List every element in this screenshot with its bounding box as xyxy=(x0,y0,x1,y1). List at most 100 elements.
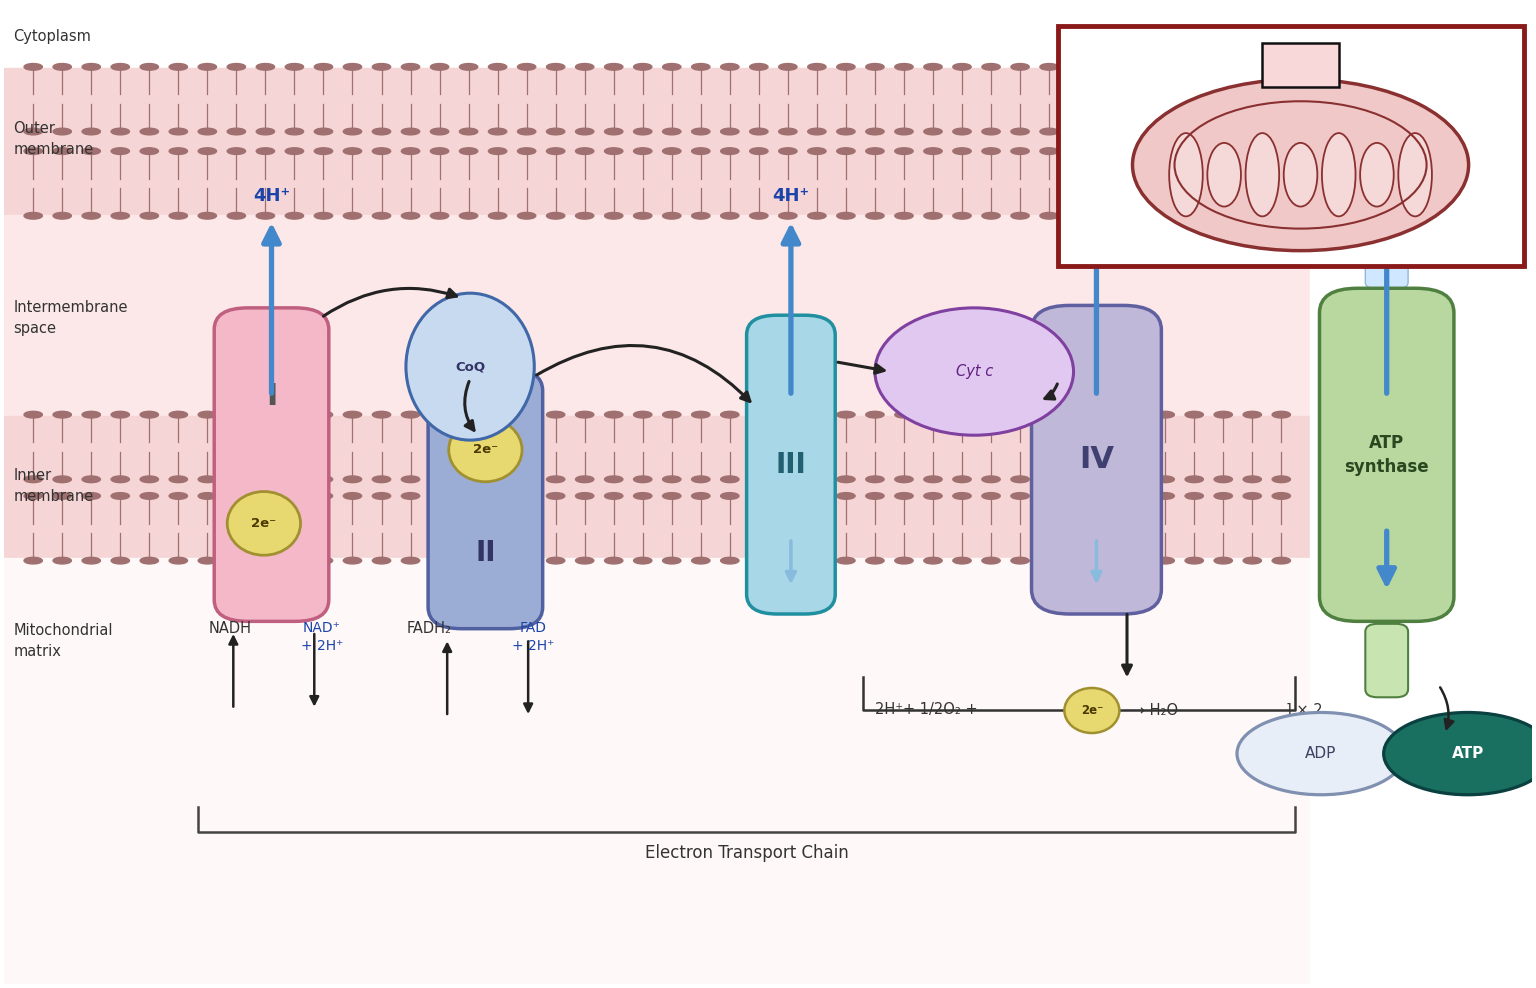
Ellipse shape xyxy=(633,128,651,134)
Ellipse shape xyxy=(605,557,624,564)
Ellipse shape xyxy=(605,493,624,499)
Ellipse shape xyxy=(257,493,275,499)
Ellipse shape xyxy=(1272,557,1290,564)
Ellipse shape xyxy=(1064,688,1120,733)
Ellipse shape xyxy=(286,476,304,482)
Ellipse shape xyxy=(169,63,187,70)
Ellipse shape xyxy=(315,63,333,70)
Ellipse shape xyxy=(1098,411,1117,418)
Ellipse shape xyxy=(895,128,912,134)
Text: 2e⁻: 2e⁻ xyxy=(1081,704,1103,717)
Ellipse shape xyxy=(1069,557,1087,564)
Text: 2H⁺+ 1/2O₂ +: 2H⁺+ 1/2O₂ + xyxy=(876,702,977,717)
Ellipse shape xyxy=(982,557,1000,564)
Ellipse shape xyxy=(344,128,361,134)
Ellipse shape xyxy=(691,476,710,482)
Ellipse shape xyxy=(25,128,43,134)
Ellipse shape xyxy=(1213,557,1232,564)
Ellipse shape xyxy=(1236,712,1405,794)
Ellipse shape xyxy=(1040,557,1058,564)
Text: NAD⁺
+ 2H⁺: NAD⁺ + 2H⁺ xyxy=(301,621,343,653)
Ellipse shape xyxy=(895,411,912,418)
Ellipse shape xyxy=(198,128,217,134)
Ellipse shape xyxy=(81,148,100,154)
Ellipse shape xyxy=(257,476,275,482)
Ellipse shape xyxy=(488,557,507,564)
Ellipse shape xyxy=(1069,212,1087,219)
Ellipse shape xyxy=(576,148,594,154)
Ellipse shape xyxy=(1157,476,1175,482)
Ellipse shape xyxy=(1186,148,1203,154)
Ellipse shape xyxy=(1243,476,1261,482)
Ellipse shape xyxy=(952,411,971,418)
Ellipse shape xyxy=(488,411,507,418)
Ellipse shape xyxy=(1040,63,1058,70)
Ellipse shape xyxy=(227,493,246,499)
Ellipse shape xyxy=(81,557,100,564)
Ellipse shape xyxy=(227,128,246,134)
Ellipse shape xyxy=(982,212,1000,219)
Ellipse shape xyxy=(459,128,478,134)
Ellipse shape xyxy=(779,63,797,70)
Ellipse shape xyxy=(459,557,478,564)
Ellipse shape xyxy=(1069,411,1087,418)
Ellipse shape xyxy=(1040,128,1058,134)
Ellipse shape xyxy=(750,557,768,564)
Ellipse shape xyxy=(111,128,129,134)
Ellipse shape xyxy=(779,128,797,134)
Ellipse shape xyxy=(459,493,478,499)
Text: ATP
synthase: ATP synthase xyxy=(1344,434,1428,475)
Ellipse shape xyxy=(25,212,43,219)
Ellipse shape xyxy=(1040,411,1058,418)
Ellipse shape xyxy=(837,493,856,499)
Ellipse shape xyxy=(837,411,856,418)
Ellipse shape xyxy=(1398,133,1432,216)
Ellipse shape xyxy=(1098,212,1117,219)
Ellipse shape xyxy=(518,63,536,70)
Ellipse shape xyxy=(895,493,912,499)
Ellipse shape xyxy=(54,493,71,499)
Ellipse shape xyxy=(169,476,187,482)
Ellipse shape xyxy=(547,557,565,564)
Ellipse shape xyxy=(605,212,624,219)
Ellipse shape xyxy=(808,128,826,134)
Ellipse shape xyxy=(372,493,390,499)
Ellipse shape xyxy=(372,411,390,418)
Ellipse shape xyxy=(866,557,885,564)
Ellipse shape xyxy=(1213,476,1232,482)
Ellipse shape xyxy=(1243,148,1261,154)
Ellipse shape xyxy=(779,493,797,499)
Ellipse shape xyxy=(1098,63,1117,70)
Ellipse shape xyxy=(111,148,129,154)
Bar xyxy=(5,557,1310,984)
Ellipse shape xyxy=(1272,63,1290,70)
Ellipse shape xyxy=(662,476,680,482)
Ellipse shape xyxy=(518,212,536,219)
Ellipse shape xyxy=(750,411,768,418)
Ellipse shape xyxy=(691,128,710,134)
Text: Inner
membrane: Inner membrane xyxy=(14,468,94,504)
Ellipse shape xyxy=(750,63,768,70)
Ellipse shape xyxy=(140,128,158,134)
Ellipse shape xyxy=(488,148,507,154)
Ellipse shape xyxy=(111,212,129,219)
Ellipse shape xyxy=(923,557,942,564)
Ellipse shape xyxy=(169,411,187,418)
Ellipse shape xyxy=(25,411,43,418)
Ellipse shape xyxy=(1132,79,1468,251)
Ellipse shape xyxy=(720,128,739,134)
Ellipse shape xyxy=(1127,63,1146,70)
Ellipse shape xyxy=(54,128,71,134)
Ellipse shape xyxy=(1243,128,1261,134)
Ellipse shape xyxy=(54,411,71,418)
Ellipse shape xyxy=(1384,712,1536,794)
Ellipse shape xyxy=(982,128,1000,134)
Ellipse shape xyxy=(547,411,565,418)
Ellipse shape xyxy=(344,493,361,499)
Ellipse shape xyxy=(315,128,333,134)
Ellipse shape xyxy=(633,148,651,154)
Text: Cyt c: Cyt c xyxy=(955,364,992,379)
Ellipse shape xyxy=(1246,133,1279,216)
Ellipse shape xyxy=(952,63,971,70)
Text: 2e⁻: 2e⁻ xyxy=(473,444,498,456)
